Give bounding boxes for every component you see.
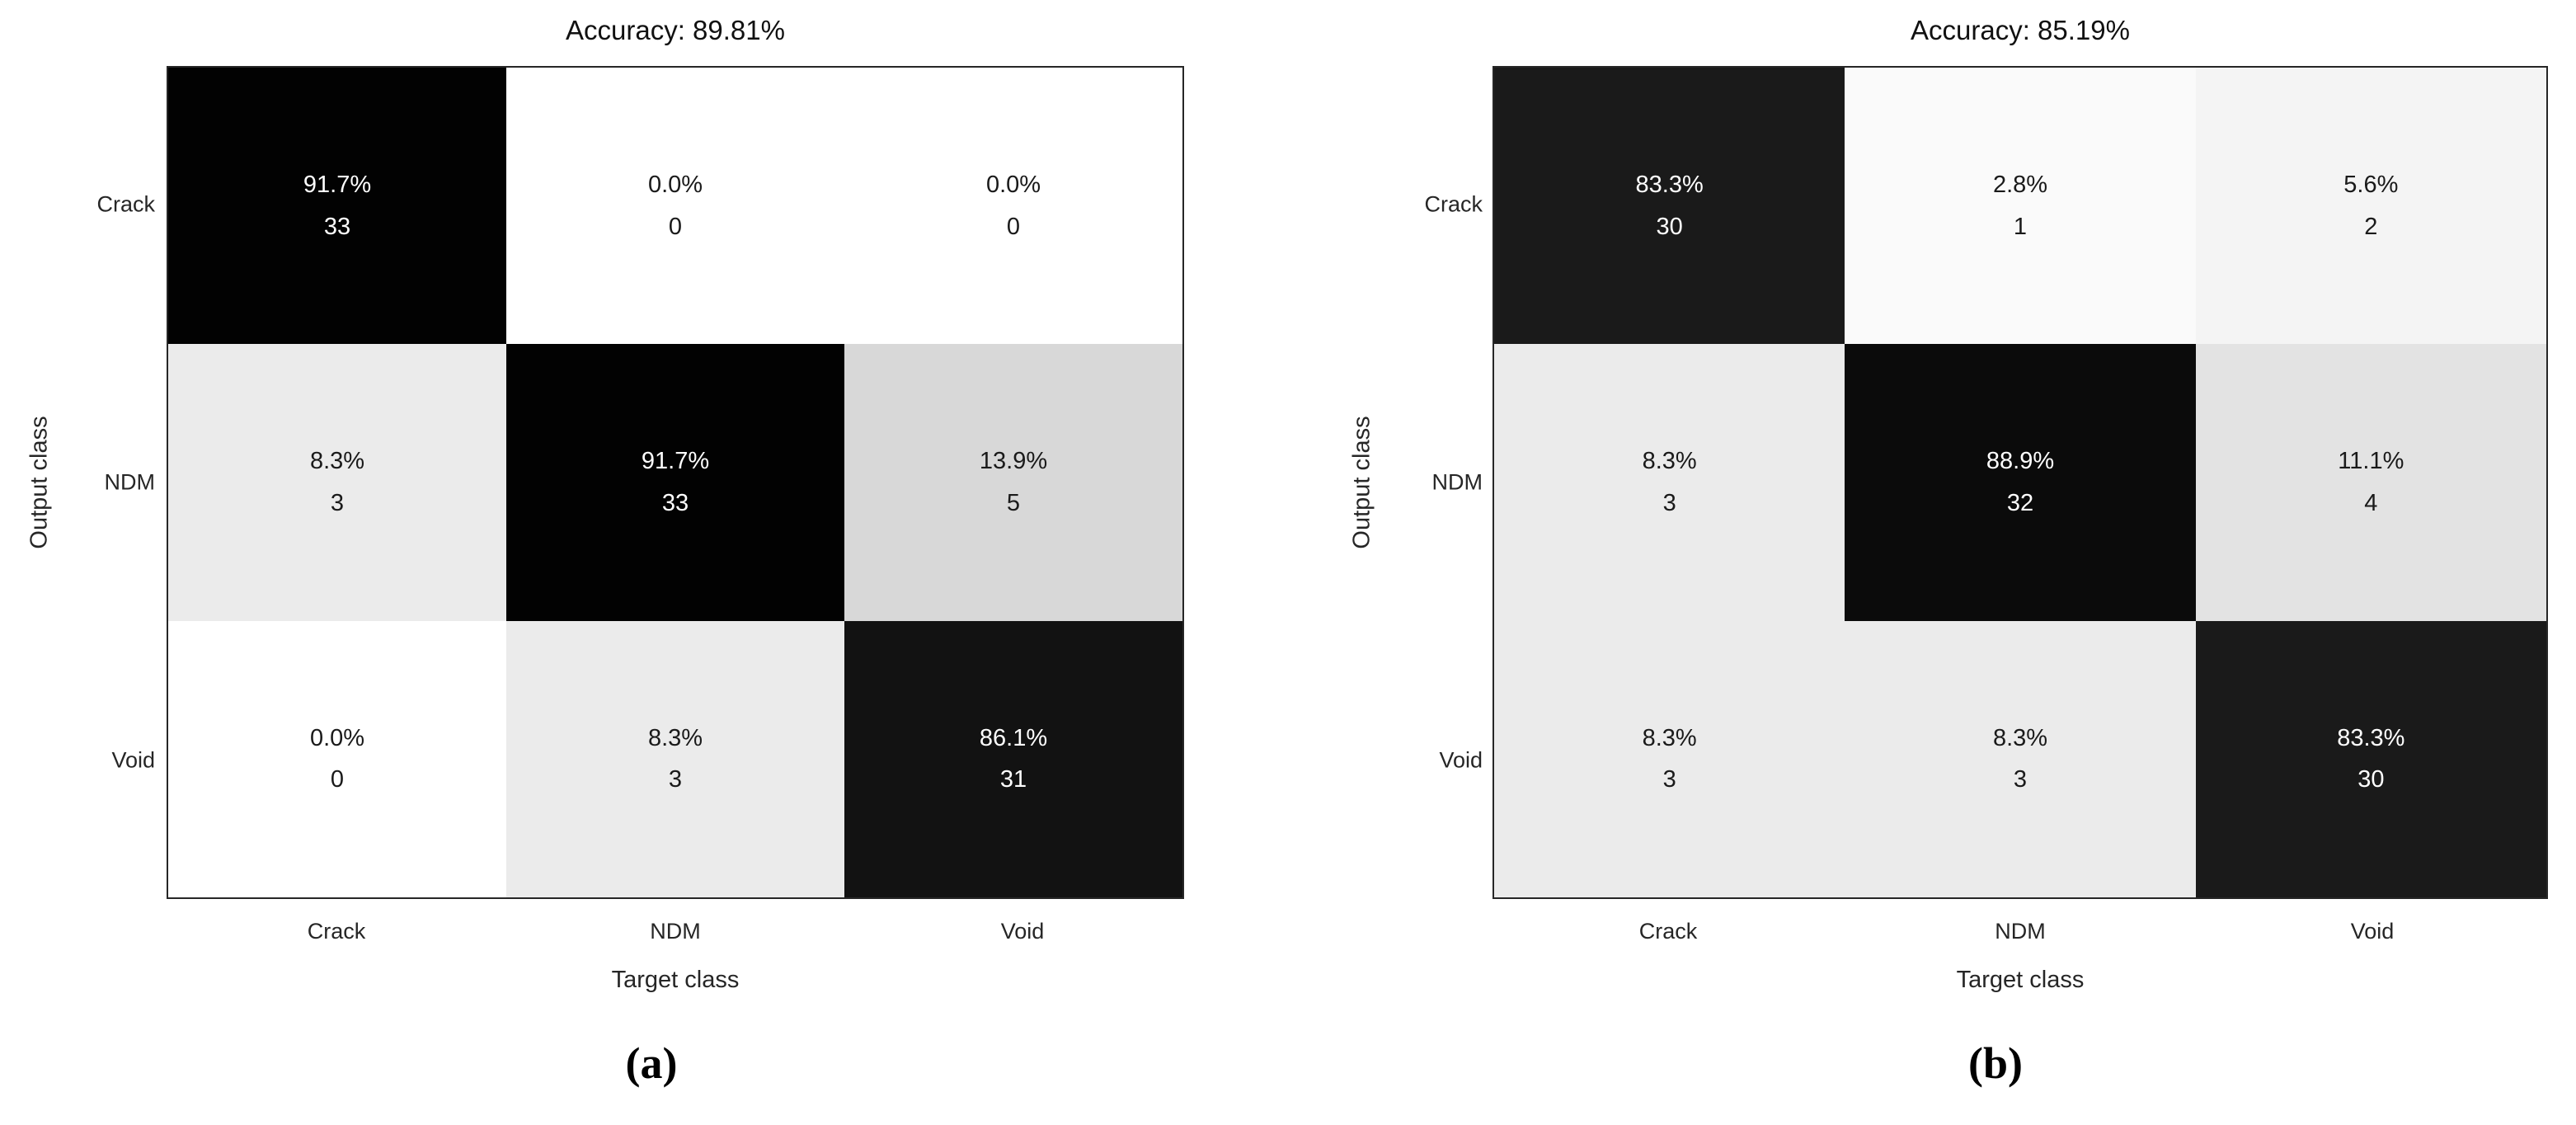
cell-count: 3 xyxy=(1662,489,1676,516)
cell-a-ndm-crack: 8.3% 3 xyxy=(168,344,506,621)
cell-percent: 91.7% xyxy=(641,448,710,475)
panel-b-xlabel: Target class xyxy=(1956,967,2085,993)
cell-count: 31 xyxy=(999,766,1027,793)
cell-count: 30 xyxy=(1656,213,1683,240)
cell-b-ndm-void: 11.1% 4 xyxy=(2195,344,2546,621)
cell-count: 2 xyxy=(2364,213,2378,240)
cell-count: 32 xyxy=(2006,489,2034,516)
cell-b-void-ndm: 8.3% 3 xyxy=(1845,620,2196,897)
panel-b-ytick-crack: Crack xyxy=(1424,191,1483,217)
panel-a-xlabel: Target class xyxy=(611,967,740,993)
panel-b-ytick-void: Void xyxy=(1439,747,1483,773)
cell-count: 5 xyxy=(1006,489,1021,516)
cell-percent: 8.3% xyxy=(647,724,703,751)
panel-b-confusion-matrix: 83.3% 30 2.8% 1 5.6% 2 8.3% 3 88.9% 32 1… xyxy=(1492,66,2548,899)
cell-a-ndm-void: 13.9% 5 xyxy=(844,344,1182,621)
panel-a-xtick-crack: Crack xyxy=(307,919,366,944)
cell-count: 3 xyxy=(2013,766,2028,793)
cell-percent: 8.3% xyxy=(1992,724,2048,751)
cell-count: 4 xyxy=(2364,489,2378,516)
panel-b-xtick-ndm: NDM xyxy=(1995,919,2046,944)
cell-percent: 8.3% xyxy=(1642,724,1697,751)
cell-b-ndm-ndm: 88.9% 32 xyxy=(1845,344,2196,621)
cell-a-void-crack: 0.0% 0 xyxy=(168,620,506,897)
cell-count: 3 xyxy=(668,766,683,793)
cell-percent: 88.9% xyxy=(1986,448,2055,475)
cell-a-crack-ndm: 0.0% 0 xyxy=(506,68,844,345)
cell-percent: 0.0% xyxy=(985,171,1041,198)
cell-count: 33 xyxy=(323,213,351,240)
cell-count: 0 xyxy=(1006,213,1021,240)
panel-b-title: Accuracy: 85.19% xyxy=(1911,15,2130,45)
cell-percent: 86.1% xyxy=(979,724,1048,751)
cell-percent: 83.3% xyxy=(2337,724,2405,751)
cell-a-void-ndm: 8.3% 3 xyxy=(506,620,844,897)
panel-a-caption: (a) xyxy=(625,1038,678,1088)
cell-percent: 8.3% xyxy=(309,448,365,475)
cell-b-ndm-crack: 8.3% 3 xyxy=(1494,344,1845,621)
panel-a-title: Accuracy: 89.81% xyxy=(566,15,785,45)
cell-count: 1 xyxy=(2013,213,2028,240)
cell-b-crack-crack: 83.3% 30 xyxy=(1494,68,1845,345)
panel-b-xtick-void: Void xyxy=(2350,919,2395,944)
panel-b-caption: (b) xyxy=(1968,1038,2023,1088)
cell-a-void-void: 86.1% 31 xyxy=(844,620,1182,897)
cell-b-void-crack: 8.3% 3 xyxy=(1494,620,1845,897)
cell-a-crack-crack: 91.7% 33 xyxy=(168,68,506,345)
cell-b-crack-ndm: 2.8% 1 xyxy=(1845,68,2196,345)
cell-count: 33 xyxy=(661,489,689,516)
cell-percent: 91.7% xyxy=(303,171,372,198)
panel-a-ytick-ndm: NDM xyxy=(104,469,156,495)
cell-percent: 2.8% xyxy=(1992,171,2048,198)
cell-count: 0 xyxy=(668,213,683,240)
cell-percent: 11.1% xyxy=(2338,448,2404,475)
cell-percent: 83.3% xyxy=(1635,171,1704,198)
cell-count: 3 xyxy=(1662,766,1676,793)
cell-count: 30 xyxy=(2357,766,2385,793)
cell-percent: 13.9% xyxy=(979,448,1048,475)
panel-a-xtick-void: Void xyxy=(1000,919,1045,944)
panel-b-xtick-crack: Crack xyxy=(1638,919,1698,944)
cell-count: 0 xyxy=(330,766,345,793)
panel-a-ytick-void: Void xyxy=(111,747,155,773)
cell-percent: 8.3% xyxy=(1642,448,1697,475)
cell-b-void-void: 83.3% 30 xyxy=(2195,620,2546,897)
panel-a-xtick-ndm: NDM xyxy=(650,919,701,944)
panel-a-confusion-matrix: 91.7% 33 0.0% 0 0.0% 0 8.3% 3 91.7% 33 1… xyxy=(167,66,1184,899)
cell-count: 3 xyxy=(330,489,345,516)
cell-percent: 0.0% xyxy=(309,724,365,751)
cell-a-crack-void: 0.0% 0 xyxy=(844,68,1182,345)
cell-b-crack-void: 5.6% 2 xyxy=(2195,68,2546,345)
cell-percent: 5.6% xyxy=(2343,171,2399,198)
cell-a-ndm-ndm: 91.7% 33 xyxy=(506,344,844,621)
panel-a-ytick-crack: Crack xyxy=(96,191,155,217)
panel-b-ytick-ndm: NDM xyxy=(1431,469,1483,495)
cell-percent: 0.0% xyxy=(647,171,703,198)
